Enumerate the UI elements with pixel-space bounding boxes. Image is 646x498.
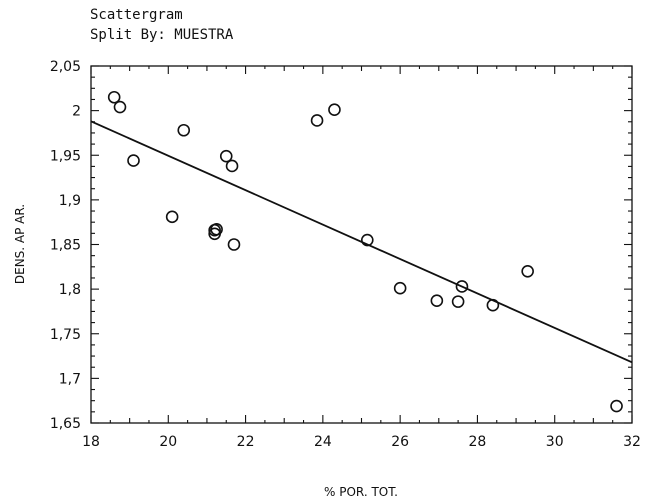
y-tick-label: 1,7 [59, 371, 81, 387]
data-point [430, 294, 444, 308]
y-tick-label: 2,05 [50, 59, 81, 75]
data-point [225, 159, 239, 173]
y-tick-label: 1,8 [59, 282, 81, 298]
y-axis-label: DENS. AP AR. [13, 204, 27, 284]
y-tick-label: 1,75 [50, 327, 81, 343]
axis-ticks [90, 65, 633, 424]
chart-subtitle: Split By: MUESTRA [90, 27, 234, 43]
y-tick-label: 1,65 [50, 416, 81, 432]
data-point [127, 154, 140, 167]
x-tick-label: 32 [623, 434, 641, 450]
data-point [393, 281, 407, 295]
data-point [328, 103, 341, 117]
plot-frame [90, 65, 633, 424]
y-tick-label: 1,95 [50, 148, 81, 164]
data-point [310, 114, 324, 127]
x-tick-label: 28 [469, 434, 487, 450]
data-point [455, 280, 469, 293]
data-point [610, 399, 623, 413]
chart-title: Scattergram [90, 7, 183, 23]
x-tick-label: 22 [237, 434, 255, 450]
data-point [177, 123, 191, 137]
y-tick-label: 1,9 [59, 193, 81, 209]
axis-tick-labels: 18 20 22 24 26 28 30 32 1,65 1,7 1,75 1,8 1,85 1,9 1,9… [50, 59, 641, 450]
data-point [107, 90, 121, 104]
y-tick-label: 1,85 [50, 238, 81, 254]
data-point [219, 149, 233, 163]
data-point [210, 223, 223, 236]
x-tick-label: 20 [159, 434, 177, 450]
x-axis-label: % POR. TOT. [324, 485, 398, 498]
x-tick-label: 26 [391, 434, 409, 450]
data-point [486, 298, 500, 312]
data-point [521, 264, 534, 278]
data-point [451, 295, 465, 308]
data-point [360, 233, 374, 247]
data-point [227, 238, 241, 251]
x-tick-label: 30 [546, 434, 564, 450]
data-point [113, 100, 127, 114]
x-tick-label: 24 [314, 434, 332, 450]
data-point [165, 210, 179, 224]
x-tick-label: 18 [82, 434, 100, 450]
y-tick-label: 2 [72, 104, 81, 120]
data-points [107, 90, 623, 413]
